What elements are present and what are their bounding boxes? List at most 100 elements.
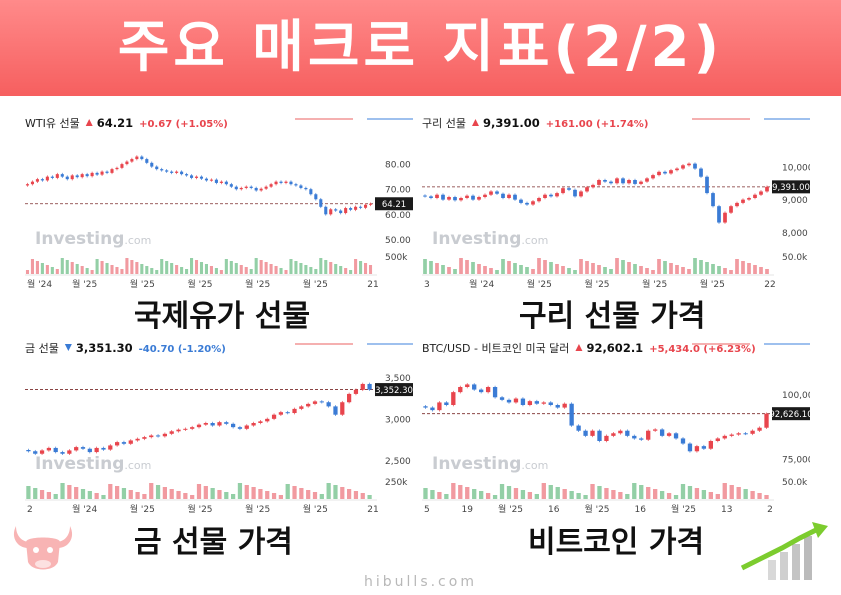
bitcoin-candle bbox=[715, 438, 720, 441]
gold-chart-panel: 금 선물 3,351.30 -40.70 (-1.20%) Investing.com… bbox=[23, 339, 413, 517]
bitcoin-y-tick-label: 100,000 bbox=[782, 391, 810, 401]
wti-candle bbox=[334, 209, 338, 211]
wti-volume-bar bbox=[289, 259, 293, 274]
bitcoin-volume-bar bbox=[590, 484, 595, 499]
wti-candle bbox=[309, 189, 313, 195]
copper-x-tick-label: 월 '24 bbox=[469, 278, 494, 290]
copper-volume-bar bbox=[717, 266, 721, 274]
wti-candle bbox=[145, 159, 149, 163]
wti-volume-bar bbox=[274, 266, 278, 274]
growth-arrow-icon bbox=[740, 522, 828, 580]
wti-x-tick-label: 월 '25 bbox=[72, 278, 97, 290]
bitcoin-volume-bar bbox=[708, 492, 713, 499]
copper-last-price-tag-label: 9,391.00 bbox=[772, 183, 810, 193]
copper-volume-bar bbox=[495, 270, 499, 274]
wti-volume-bar bbox=[249, 269, 253, 274]
gold-volume-bar bbox=[333, 485, 338, 499]
wti-volume-bar bbox=[55, 269, 59, 274]
bitcoin-volume-bar bbox=[492, 495, 498, 499]
bitcoin-volume-bar bbox=[569, 491, 574, 499]
gold-volume-bar bbox=[312, 492, 318, 499]
wti-volume-bar bbox=[60, 258, 64, 274]
copper-x-tick-label: 월 '25 bbox=[584, 278, 609, 290]
bitcoin-volume-bar bbox=[722, 483, 727, 499]
gold-last-price: 3,351.30 bbox=[76, 341, 133, 355]
gold-candle bbox=[135, 438, 140, 441]
bitcoin-volume-bar bbox=[499, 484, 505, 499]
gold-volume-bar bbox=[271, 493, 277, 499]
wti-volume-bar bbox=[110, 265, 114, 274]
gold-volume-bar bbox=[367, 495, 372, 499]
wti-volume-bar bbox=[115, 267, 119, 274]
gold-candle bbox=[347, 393, 352, 403]
wti-candle bbox=[364, 204, 368, 208]
bitcoin-x-tick-label: 19 bbox=[462, 505, 474, 515]
wti-candle bbox=[229, 184, 233, 187]
copper-toolbar-accent-red bbox=[692, 118, 750, 120]
copper-candle bbox=[537, 198, 541, 202]
wti-candle bbox=[234, 186, 238, 190]
gold-volume-bar bbox=[319, 494, 324, 499]
wti-volume-bar bbox=[194, 260, 199, 274]
wti-candle bbox=[284, 181, 288, 183]
wti-volume-bar bbox=[239, 265, 243, 274]
gold-candle bbox=[312, 401, 318, 404]
wti-candle bbox=[368, 203, 373, 205]
bitcoin-candle bbox=[597, 430, 602, 441]
wti-volume-bar bbox=[35, 261, 39, 274]
wti-y-tick-label: 80.00 bbox=[385, 161, 411, 171]
bitcoin-volume-bar bbox=[562, 489, 567, 499]
gold-volume-bar bbox=[155, 485, 161, 499]
bitcoin-volume-bar bbox=[444, 494, 449, 499]
copper-volume-bar bbox=[525, 267, 529, 274]
copper-x-tick-label: 월 '25 bbox=[700, 278, 725, 290]
wti-volume-bar bbox=[254, 258, 258, 274]
wti-candle bbox=[70, 175, 74, 180]
bitcoin-x-tick-label: 5 bbox=[424, 505, 430, 515]
copper-investing-watermark: Investing.com bbox=[432, 229, 548, 249]
gold-volume-bar bbox=[190, 495, 195, 499]
copper-volume-bar bbox=[669, 263, 673, 274]
wti-candle bbox=[289, 181, 293, 185]
bitcoin-volume-bar bbox=[520, 490, 526, 499]
bitcoin-volume-bar bbox=[701, 490, 707, 499]
wti-volume-bar bbox=[140, 264, 144, 274]
bitcoin-price-change: +5,434.0 (+6.23%) bbox=[649, 344, 755, 355]
wti-candle bbox=[55, 174, 59, 178]
wti-toolbar-accent-blue bbox=[367, 118, 413, 120]
gold-chart-svg: 금 선물 3,351.30 -40.70 (-1.20%) Investing.com… bbox=[25, 341, 413, 515]
wti-volume-bar bbox=[95, 259, 99, 274]
bitcoin-candle bbox=[743, 433, 748, 435]
wti-last-price-tag bbox=[375, 197, 413, 211]
wti-volume-bar bbox=[339, 266, 343, 274]
bitcoin-candle bbox=[639, 438, 644, 440]
gold-candle bbox=[53, 447, 58, 453]
copper-candle bbox=[753, 194, 757, 198]
wti-last-price-tag-label: 64.21 bbox=[382, 200, 406, 210]
bitcoin-candle bbox=[506, 399, 512, 403]
copper-candle bbox=[561, 188, 565, 194]
wti-candle bbox=[259, 188, 263, 191]
wti-candle bbox=[319, 199, 323, 207]
wti-volume-bar bbox=[364, 263, 368, 274]
gold-price-change: -40.70 (-1.20%) bbox=[139, 344, 226, 355]
gold-candle bbox=[149, 435, 154, 438]
bitcoin-candle bbox=[590, 430, 595, 436]
copper-candle bbox=[705, 176, 709, 194]
bitcoin-volume-bar bbox=[618, 492, 623, 499]
wti-volume-bar bbox=[40, 263, 44, 274]
gold-candle bbox=[33, 451, 38, 454]
wti-candle bbox=[204, 178, 208, 181]
copper-candle bbox=[471, 195, 475, 200]
copper-candle bbox=[741, 199, 745, 203]
bull-logo-icon bbox=[13, 526, 73, 570]
bitcoin-candle bbox=[451, 392, 456, 405]
bitcoin-candle bbox=[701, 446, 707, 449]
gold-candle bbox=[46, 447, 51, 451]
gold-candle bbox=[333, 406, 338, 415]
gold-candle bbox=[292, 408, 297, 414]
wti-candle bbox=[80, 174, 84, 178]
gold-candle bbox=[217, 422, 222, 426]
wti-volume-bar bbox=[368, 265, 373, 274]
wti-candle bbox=[254, 187, 258, 191]
